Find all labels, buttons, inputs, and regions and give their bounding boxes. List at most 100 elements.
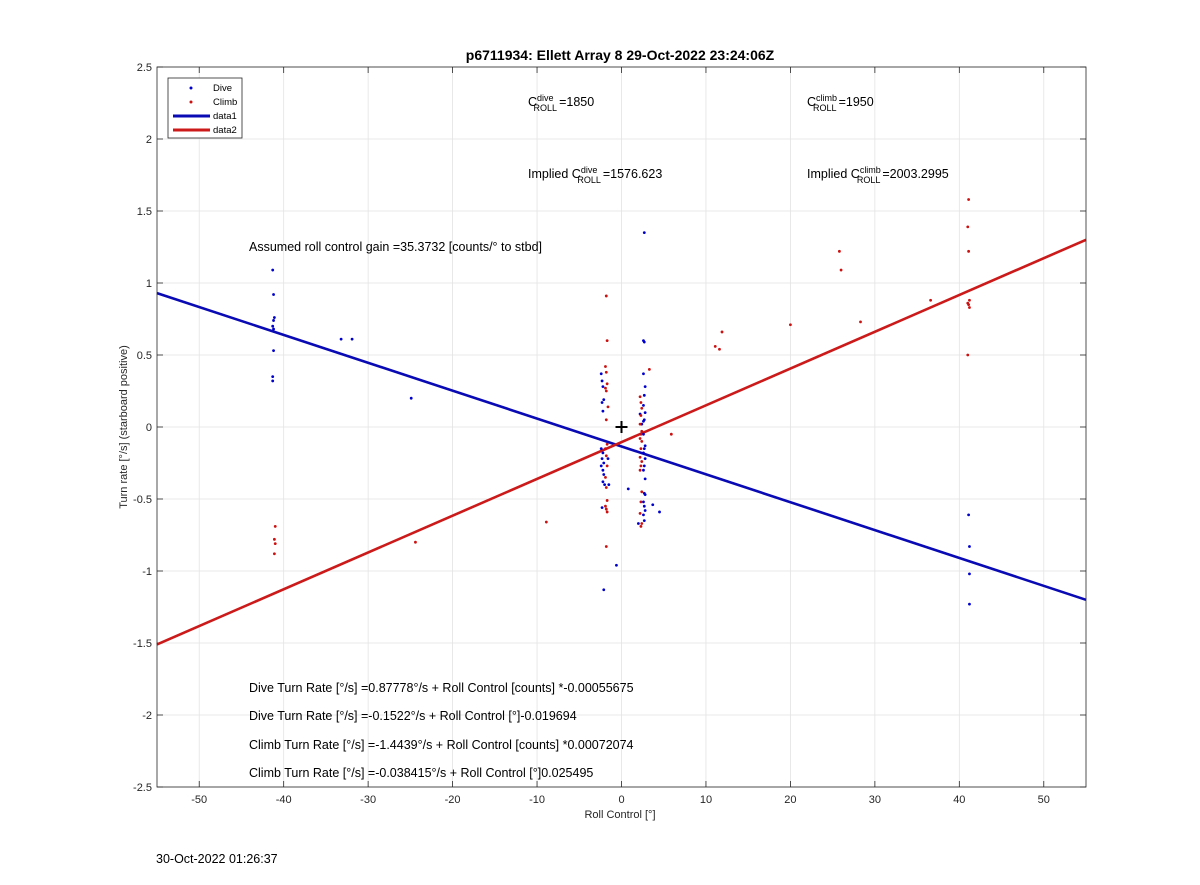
y-tick-label: 0.5 <box>137 350 152 362</box>
point-climb <box>640 406 644 410</box>
point-dive <box>642 231 646 235</box>
point-dive <box>642 432 645 436</box>
point-climb <box>604 504 607 508</box>
point-climb <box>272 537 276 541</box>
data-points <box>271 198 971 606</box>
point-dive <box>615 563 618 567</box>
point-climb <box>966 353 970 357</box>
point-climb <box>414 540 417 544</box>
x-tick-label: -50 <box>191 794 207 806</box>
plot-area: -50 -40 -30 -20 -10 0 10 20 30 40 50 -2.5-2-1.5-1-… <box>133 62 1087 806</box>
point-dive <box>271 379 275 383</box>
point-climb <box>605 442 609 446</box>
point-dive <box>603 483 607 486</box>
point-dive <box>600 401 604 404</box>
point-dive <box>636 522 640 525</box>
point-dive <box>409 396 413 400</box>
legend-label-climb: Climb <box>213 97 237 108</box>
point-climb <box>605 382 609 386</box>
point-dive <box>271 324 275 328</box>
point-climb <box>639 464 643 468</box>
point-climb <box>968 306 971 309</box>
point-dive <box>602 473 606 476</box>
point-dive <box>602 588 606 592</box>
y-tick-label: 2 <box>146 134 152 146</box>
annotation-c-dive: Cdive ROLL =1850 <box>528 93 594 113</box>
y-tick-label: 1.5 <box>137 206 152 218</box>
point-climb <box>639 524 643 528</box>
point-climb <box>639 401 643 404</box>
point-climb <box>967 198 971 201</box>
point-climb <box>605 510 609 514</box>
point-dive <box>272 293 275 296</box>
point-dive <box>643 457 647 461</box>
point-climb <box>789 323 792 327</box>
point-dive <box>642 500 645 504</box>
point-dive <box>643 509 647 512</box>
x-axis-label: Roll Control [°] <box>584 809 655 821</box>
point-dive <box>643 444 647 448</box>
point-climb <box>604 294 608 298</box>
y-tick-label: -1 <box>142 566 152 578</box>
legend-label-data1: data1 <box>213 111 237 122</box>
point-climb <box>859 320 862 324</box>
point-climb <box>604 389 608 393</box>
point-dive <box>642 393 646 397</box>
point-climb <box>544 520 548 524</box>
axes-box <box>156 66 1087 788</box>
point-dive <box>643 411 647 414</box>
point-climb <box>669 432 673 436</box>
annotation-implied-climb: Implied Cclimb ROLL =2003.2995 <box>807 165 949 185</box>
footer-timestamp: 30-Oct-2022 01:26:37 <box>156 852 278 866</box>
point-climb <box>638 512 642 515</box>
y-tick-label: 0 <box>146 422 152 434</box>
point-climb <box>639 414 643 417</box>
point-climb <box>640 429 644 433</box>
y-tick-label: -0.5 <box>133 494 152 506</box>
point-climb <box>604 486 608 489</box>
point-dive <box>601 385 605 389</box>
point-climb <box>605 339 609 342</box>
y-tick-label: 2.5 <box>137 62 152 74</box>
point-climb <box>640 490 644 494</box>
x-tick-label: -40 <box>276 794 292 806</box>
point-climb <box>640 460 644 463</box>
point-dive <box>599 464 603 468</box>
point-dive <box>600 506 604 510</box>
point-climb <box>968 298 971 302</box>
point-climb <box>638 422 642 426</box>
y-axis-ticks: -2.5 -2 -1.5 -1 -0.5 0 0.5 1 1.5 2 2.5 <box>133 62 1086 794</box>
annotation-equation-1: Dive Turn Rate [°/s] =0.87778°/s + Roll … <box>249 681 634 695</box>
point-dive <box>643 385 647 389</box>
point-dive <box>642 468 645 472</box>
point-dive <box>339 337 343 341</box>
point-dive <box>271 375 275 378</box>
annotation-equation-3: Climb Turn Rate [°/s] =-1.4439°/s + Roll… <box>249 738 634 752</box>
point-dive <box>626 487 630 491</box>
y-axis-label: Turn rate [°/s] (starboard positive) <box>118 345 130 509</box>
point-climb <box>839 268 843 272</box>
fit-lines <box>156 238 1087 646</box>
point-climb <box>640 440 644 443</box>
point-dive <box>601 468 605 472</box>
point-dive <box>602 461 606 465</box>
point-climb <box>272 552 276 556</box>
legend-marker-climb <box>189 100 193 104</box>
point-dive <box>599 447 603 450</box>
point-climb <box>604 365 607 368</box>
legend-marker-dive <box>189 86 193 90</box>
legend-label-dive: Dive <box>213 83 232 94</box>
point-dive <box>600 457 604 461</box>
point-climb <box>720 330 724 334</box>
y-tick-label: -2.5 <box>133 782 152 794</box>
chart-title: p6711934: Ellett Array 8 29-Oct-2022 23:… <box>466 47 775 63</box>
point-dive <box>642 464 646 468</box>
point-dive <box>642 519 646 522</box>
annotation-equation-4: Climb Turn Rate [°/s] =-0.038415°/s + Ro… <box>249 766 593 780</box>
point-climb <box>638 395 642 399</box>
point-climb <box>647 368 651 371</box>
point-climb <box>273 524 277 528</box>
point-dive <box>606 457 610 461</box>
point-dive <box>642 447 646 450</box>
